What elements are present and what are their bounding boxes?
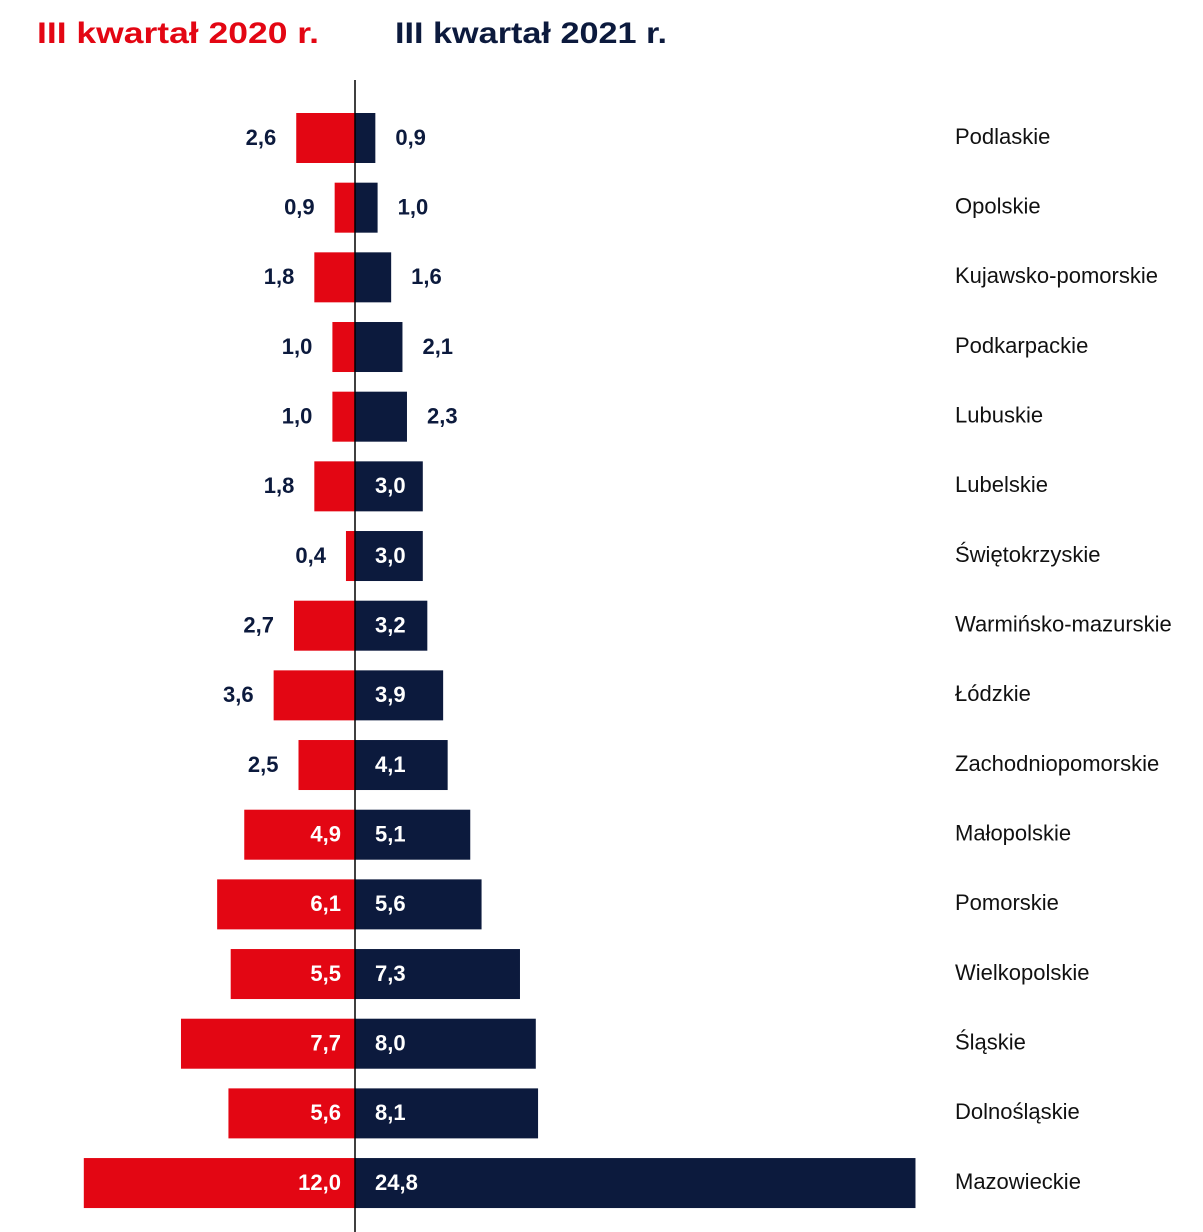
bar [355, 740, 448, 791]
value-label: 24,8 [375, 1170, 418, 1195]
value-label: 6,1 [310, 891, 341, 916]
bar [334, 182, 355, 233]
value-label: 8,1 [375, 1100, 406, 1125]
category-label: Śląskie [955, 1030, 1026, 1055]
bar [355, 809, 471, 860]
value-label: 8,0 [375, 1031, 406, 1056]
category-label: Podkarpackie [955, 333, 1088, 358]
bar [345, 531, 355, 582]
value-label: 0,4 [295, 543, 326, 568]
bar [180, 1018, 355, 1069]
value-label: 5,5 [310, 961, 341, 986]
value-label: 2,6 [246, 125, 277, 150]
value-label: 2,3 [427, 403, 458, 428]
bar [355, 949, 520, 1000]
bar [355, 182, 378, 233]
category-label: Warmińsko-mazurskie [955, 612, 1172, 637]
bar [355, 879, 482, 930]
category-label: Podlaskie [955, 124, 1050, 149]
category-label: Opolskie [955, 193, 1041, 218]
bar [355, 461, 423, 512]
value-label: 4,1 [375, 752, 406, 777]
value-label: 1,6 [411, 264, 442, 289]
category-label: Zachodniopomorskie [955, 751, 1159, 776]
category-label: Kujawsko-pomorskie [955, 263, 1158, 288]
legend-label: III kwartał 2021 r. [395, 17, 667, 50]
value-label: 3,9 [375, 682, 406, 707]
value-label: 0,9 [284, 194, 315, 219]
value-label: 3,2 [375, 613, 406, 638]
bar [355, 531, 423, 582]
value-label: 5,1 [375, 822, 406, 847]
bar [355, 1158, 916, 1209]
category-label: Świętokrzyskie [955, 542, 1100, 567]
value-label: 1,0 [282, 334, 313, 359]
value-label: 2,5 [248, 752, 279, 777]
bar [355, 1088, 539, 1139]
value-label: 1,0 [282, 403, 313, 428]
category-label: Łódzkie [955, 681, 1031, 706]
bar [298, 740, 355, 791]
value-label: 5,6 [375, 891, 406, 916]
category-label: Lubuskie [955, 402, 1043, 427]
legend-label: III kwartał 2020 r. [37, 17, 319, 50]
value-label: 1,0 [398, 194, 429, 219]
bar [332, 322, 355, 373]
category-label: Mazowieckie [955, 1169, 1081, 1194]
bar [296, 113, 355, 163]
bar [314, 461, 355, 512]
bar [355, 322, 403, 373]
value-label: 0,9 [395, 125, 426, 150]
category-label: Lubelskie [955, 472, 1048, 497]
bar [228, 1088, 355, 1139]
value-label: 7,7 [310, 1031, 341, 1056]
value-label: 2,7 [243, 613, 274, 638]
value-label: 1,8 [264, 264, 295, 289]
bar [332, 391, 355, 442]
bar [230, 949, 355, 1000]
category-label: Wielkopolskie [955, 960, 1090, 985]
bar [217, 879, 355, 930]
category-label: Małopolskie [955, 821, 1071, 846]
bar [83, 1158, 356, 1209]
bar [355, 1018, 536, 1069]
bar [273, 670, 355, 721]
value-label: 2,1 [422, 334, 453, 359]
bar [314, 252, 355, 303]
bar [355, 252, 392, 303]
bar [355, 600, 428, 651]
category-label: Dolnośląskie [955, 1099, 1080, 1124]
value-label: 12,0 [298, 1170, 341, 1195]
bar [355, 113, 376, 163]
value-label: 3,6 [223, 682, 254, 707]
value-label: 5,6 [310, 1100, 341, 1125]
bar [244, 809, 355, 860]
category-label: Pomorskie [955, 890, 1059, 915]
value-label: 4,9 [310, 822, 341, 847]
value-label: 3,0 [375, 543, 406, 568]
bar [355, 391, 407, 442]
value-label: 7,3 [375, 961, 406, 986]
bar [355, 670, 444, 721]
value-label: 1,8 [264, 473, 295, 498]
value-label: 3,0 [375, 473, 406, 498]
bar [293, 600, 355, 651]
